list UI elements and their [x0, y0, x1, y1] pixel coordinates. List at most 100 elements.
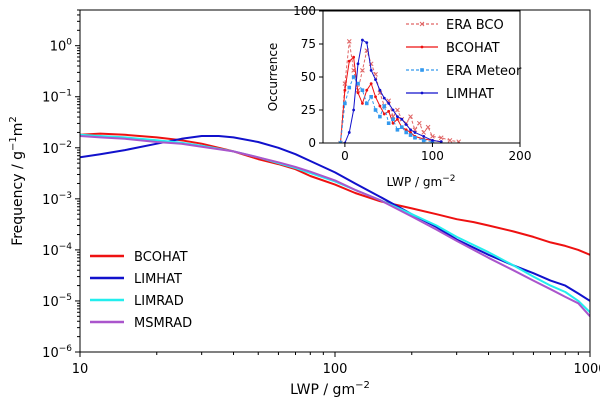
- inset-point-era-bco: [416, 120, 422, 126]
- inset-point-era-meteor: [351, 75, 356, 79]
- inset-point-bcohat: [409, 131, 412, 134]
- inset-point-era-bco: [425, 124, 431, 130]
- inset-y-tick-label: 50: [301, 70, 316, 84]
- inset-point-limhat: [431, 138, 434, 142]
- inset-point-bcohat: [352, 55, 356, 59]
- inset-point-era-bco: [360, 68, 365, 73]
- inset-point-era-meteor: [413, 135, 417, 140]
- inset-point-limhat: [396, 115, 399, 118]
- inset-point-bcohat: [369, 82, 373, 85]
- inset-point-limhat: [378, 88, 382, 92]
- main-x-axis-label: LWP / gm−2: [290, 380, 370, 398]
- inset-point-limhat: [413, 131, 417, 134]
- inset-point-limhat: [400, 117, 404, 121]
- inset-point-era-bco: [421, 130, 427, 135]
- inset-point-bcohat: [391, 121, 395, 125]
- main-series-limhat-line: [80, 135, 590, 302]
- inset-point-era-meteor: [347, 85, 352, 90]
- inset-point-bcohat: [361, 102, 364, 105]
- inset-point-era-meteor: [420, 68, 424, 72]
- inset-point-era-meteor: [369, 95, 373, 99]
- inset-point-era-meteor: [378, 114, 382, 119]
- inset-x-axis-label: LWP / gm−2: [387, 174, 456, 189]
- main-legend-label-bcohat: BCOHAT: [134, 250, 188, 265]
- inset-point-bcohat: [387, 109, 391, 113]
- inset-point-era-meteor: [391, 117, 395, 122]
- inset-series-limhat: [343, 38, 443, 143]
- main-series-bcohat-line: [80, 132, 590, 256]
- inset-chart: 0 100 200 0 25 50 75 100 LWP / gm−2 Occurrence…: [266, 4, 531, 189]
- inset-point-limhat: [374, 78, 377, 82]
- inset-point-bcohat: [374, 95, 377, 99]
- inset-point-era-bco: [430, 134, 435, 139]
- inset-point-era-meteor: [356, 81, 360, 86]
- inset-point-era-bco: [346, 39, 352, 44]
- inset-x-tick-label: 100: [421, 149, 444, 163]
- inset-legend-label-era-bco: ERA BCO: [446, 18, 504, 33]
- inset-point-era-bco: [438, 135, 444, 141]
- inset-point-era-meteor: [382, 104, 387, 108]
- inset-legend-label-bcohat: BCOHAT: [446, 41, 500, 56]
- inset-point-era-meteor: [400, 125, 404, 129]
- inset-point-bcohat: [378, 104, 382, 108]
- main-x-tick-label: 10: [72, 362, 89, 377]
- inset-point-era-bco: [456, 139, 462, 143]
- main-x-tick-label: 1000: [573, 362, 600, 377]
- inset-y-axis-label: Occurrence: [266, 43, 280, 112]
- main-y-tick-label: 10−6: [42, 344, 72, 361]
- inset-point-limhat: [420, 91, 424, 95]
- main-y-tick-label: 10−2: [42, 140, 72, 157]
- inset-point-era-bco: [395, 107, 400, 113]
- inset-point-limhat: [422, 135, 426, 138]
- inset-x-tick-label: 0: [341, 149, 349, 163]
- inset-point-limhat: [361, 38, 364, 42]
- inset-point-limhat: [391, 108, 395, 112]
- inset-legend-label-limhat: LIMHAT: [446, 87, 494, 102]
- inset-point-bcohat: [404, 128, 408, 132]
- inset-point-bcohat: [365, 88, 369, 92]
- inset-point-limhat: [382, 96, 386, 100]
- main-y-tick-label: 10−3: [42, 191, 72, 208]
- inset-point-era-meteor: [364, 101, 369, 106]
- inset-y-tick-label: 25: [301, 103, 316, 117]
- main-series-msmrad-line: [80, 135, 590, 317]
- inset-point-limhat: [409, 128, 412, 132]
- main-y-tick-label: 10−4: [42, 242, 72, 259]
- main-legend-label-limrad: LIMRAD: [134, 294, 184, 309]
- inset-point-limhat: [347, 131, 351, 134]
- inset-point-limhat: [365, 41, 369, 45]
- inset-point-era-meteor: [421, 138, 426, 143]
- inset-legend: ERA BCO BCOHAT ERA Meteor LIMHAT: [406, 18, 522, 102]
- inset-point-era-bco: [419, 21, 425, 27]
- inset-point-era-bco: [377, 90, 383, 96]
- inset-point-era-meteor: [360, 88, 365, 92]
- main-y-tick-label: 10−5: [42, 293, 72, 310]
- inset-point-bcohat: [356, 91, 360, 95]
- inset-point-limhat: [387, 102, 391, 105]
- main-legend-label-msmrad: MSMRAD: [134, 316, 192, 331]
- inset-point-era-meteor: [338, 141, 343, 143]
- inset-y-tick-label: 100: [293, 4, 316, 18]
- inset-point-limhat: [404, 123, 408, 126]
- inset-point-limhat: [369, 69, 373, 72]
- inset-y-tick-label: 0: [308, 136, 316, 150]
- inset-point-bcohat: [347, 59, 351, 63]
- inset-point-era-meteor: [404, 130, 408, 135]
- inset-point-era-meteor: [386, 121, 391, 125]
- main-y-tick-label: 10−1: [42, 89, 72, 106]
- inset-point-era-bco: [408, 114, 413, 119]
- inset-x-tick-label: 200: [509, 149, 532, 163]
- inset-point-era-bco: [447, 138, 453, 143]
- inset-point-limhat: [356, 62, 360, 66]
- inset-point-bcohat: [343, 88, 347, 92]
- main-legend-label-limhat: LIMHAT: [134, 272, 182, 287]
- inset-y-tick-label: 75: [301, 37, 316, 51]
- inset-point-limhat: [439, 140, 443, 143]
- inset-point-bcohat: [420, 45, 424, 49]
- inset-point-era-meteor: [373, 108, 378, 112]
- main-x-tick-label: 100: [323, 362, 348, 377]
- main-y-tick-label: 100: [50, 38, 73, 55]
- main-y-axis-label: Frequency / g−1m2: [8, 116, 26, 246]
